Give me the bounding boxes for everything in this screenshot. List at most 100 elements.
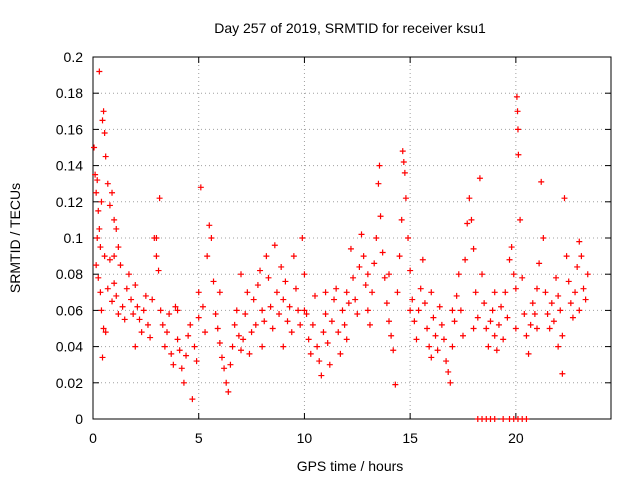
data-point — [339, 307, 346, 314]
data-point — [240, 336, 247, 343]
data-point — [208, 235, 215, 241]
data-point — [364, 271, 371, 278]
data-point — [174, 336, 181, 343]
data-point — [514, 126, 521, 133]
data-point — [371, 260, 378, 267]
data-point — [180, 379, 187, 386]
data-point — [238, 271, 244, 278]
data-point — [347, 245, 354, 252]
x-tick-label: 5 — [195, 430, 203, 446]
data-point — [142, 292, 149, 299]
data-point — [132, 343, 139, 350]
data-point — [130, 311, 137, 318]
data-point — [567, 300, 574, 307]
data-point — [447, 379, 454, 386]
data-point — [202, 329, 209, 336]
data-point — [379, 249, 386, 256]
data-point — [164, 329, 170, 336]
data-point — [318, 372, 325, 379]
data-point — [297, 321, 304, 328]
data-point — [233, 307, 240, 314]
data-point — [434, 347, 441, 354]
data-point — [373, 235, 380, 241]
y-tick-label: 0.1 — [64, 230, 84, 246]
data-point — [428, 289, 435, 296]
data-point — [312, 292, 318, 299]
data-point — [576, 307, 583, 314]
data-point — [113, 225, 120, 232]
data-point — [119, 303, 126, 310]
data-point — [392, 381, 399, 388]
data-point — [109, 189, 116, 196]
data-point — [445, 368, 452, 375]
data-point — [517, 216, 524, 223]
data-point — [576, 238, 583, 245]
data-point — [284, 318, 291, 325]
data-point — [265, 274, 272, 281]
data-point — [470, 325, 477, 332]
data-point — [161, 343, 168, 350]
data-point — [280, 343, 287, 350]
data-point — [390, 347, 397, 354]
data-point — [400, 158, 407, 165]
data-point — [386, 271, 392, 278]
data-point — [500, 336, 507, 343]
data-point — [218, 354, 225, 361]
data-point — [111, 216, 118, 223]
data-point — [574, 263, 581, 270]
data-point — [462, 256, 469, 263]
data-point — [557, 307, 564, 314]
data-point — [102, 153, 109, 160]
data-point — [290, 253, 297, 260]
data-point — [540, 235, 547, 241]
data-point — [235, 332, 242, 339]
x-axis-label: GPS time / hours — [297, 458, 404, 474]
data-point — [376, 162, 383, 169]
data-point — [506, 256, 513, 263]
data-point — [440, 336, 447, 343]
data-point — [343, 289, 350, 296]
data-point — [529, 300, 536, 307]
y-tick-label: 0.2 — [64, 49, 84, 65]
data-point — [451, 318, 458, 325]
data-point — [216, 339, 223, 346]
x-tick-label: 15 — [402, 430, 418, 446]
data-point — [411, 318, 418, 325]
data-point — [238, 347, 244, 354]
data-point — [104, 285, 111, 292]
data-point — [223, 379, 230, 386]
data-point — [140, 307, 147, 314]
data-point — [195, 314, 202, 321]
data-point — [100, 108, 107, 115]
data-point — [136, 316, 143, 323]
data-point — [555, 292, 562, 299]
data-point — [326, 361, 333, 368]
data-point — [94, 177, 101, 184]
data-point — [438, 321, 445, 328]
data-point — [292, 285, 299, 292]
data-point — [109, 298, 116, 305]
data-point — [305, 336, 312, 343]
data-point — [396, 253, 403, 260]
data-point — [278, 263, 285, 270]
data-point — [99, 354, 106, 361]
data-point — [436, 303, 443, 310]
data-point — [453, 292, 460, 299]
data-point — [95, 207, 102, 214]
data-point — [449, 307, 456, 314]
data-point — [156, 195, 163, 202]
data-point — [166, 311, 173, 318]
data-point — [93, 189, 100, 196]
data-point — [111, 280, 118, 287]
data-point — [548, 300, 555, 307]
data-point — [491, 416, 498, 422]
data-point — [225, 388, 232, 395]
data-point — [563, 253, 570, 260]
data-point — [335, 329, 342, 336]
data-point — [254, 282, 261, 289]
data-point — [487, 318, 494, 325]
data-point — [544, 311, 551, 318]
data-point — [144, 321, 151, 328]
data-point — [519, 274, 526, 281]
data-point — [399, 148, 406, 155]
